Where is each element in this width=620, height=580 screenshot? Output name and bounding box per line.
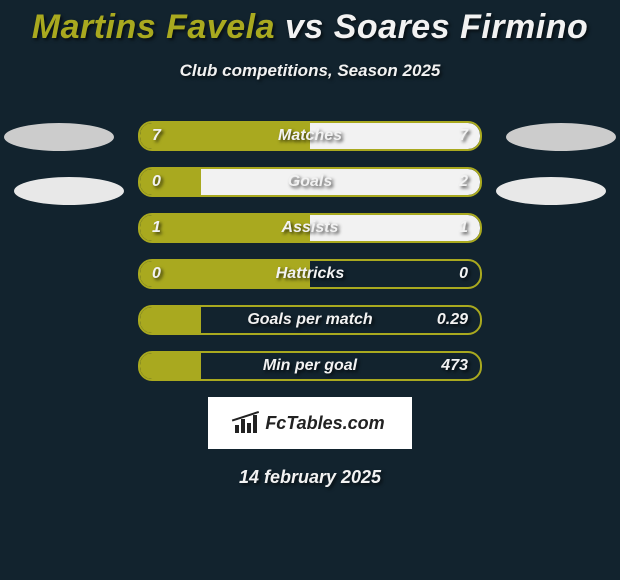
bar-chart-icon [235, 413, 259, 433]
stat-row: 00Hattricks [138, 259, 482, 289]
stat-row: 0.29Goals per match [138, 305, 482, 335]
stat-row: 11Assists [138, 213, 482, 243]
subtitle: Club competitions, Season 2025 [0, 61, 620, 81]
logo-text: FcTables.com [265, 413, 384, 434]
player1-avatar-front [14, 177, 124, 205]
stat-row: 473Min per goal [138, 351, 482, 381]
stats-bars: 77Matches 02Goals 11Assists 00Hattricks 0.29… [138, 121, 482, 381]
stat-label: Hattricks [140, 261, 480, 287]
stat-label: Assists [140, 215, 480, 241]
comparison-title: Martins Favela vs Soares Firmino [0, 0, 620, 47]
stat-row: 02Goals [138, 167, 482, 197]
stat-label: Min per goal [140, 353, 480, 379]
player2-avatar-front [496, 177, 606, 205]
player2-avatar-back [506, 123, 616, 151]
date-label: 14 february 2025 [0, 467, 620, 488]
stat-label: Goals per match [140, 307, 480, 333]
player1-name: Martins Favela [32, 8, 275, 46]
fctables-logo[interactable]: FcTables.com [208, 397, 412, 449]
player1-avatar-back [4, 123, 114, 151]
stat-label: Goals [140, 169, 480, 195]
stat-label: Matches [140, 123, 480, 149]
stat-row: 77Matches [138, 121, 482, 151]
player2-name: Soares Firmino [334, 8, 589, 46]
vs-text: vs [285, 8, 324, 46]
